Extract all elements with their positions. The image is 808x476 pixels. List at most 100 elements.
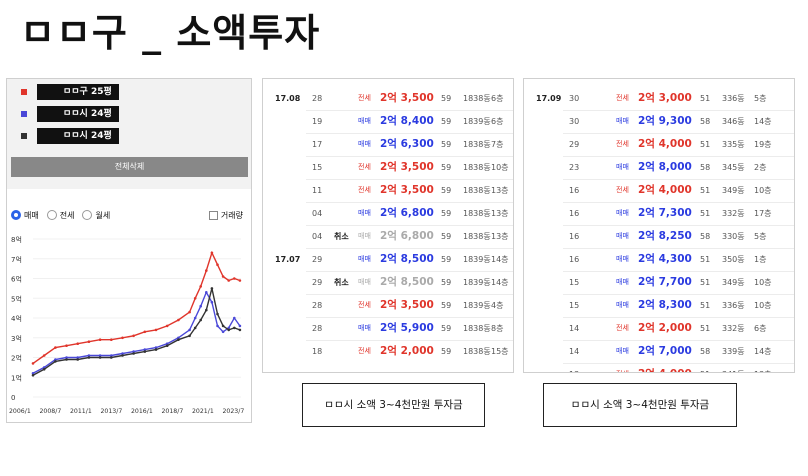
table-row[interactable]: 29 전세 2억 4,000 51 335동 19층 xyxy=(524,133,794,156)
row-divider xyxy=(306,110,513,111)
building-cell: 349동 xyxy=(722,278,745,287)
area-cell: 59 xyxy=(441,232,452,241)
floor-cell: 10층 xyxy=(754,278,772,287)
floor-cell: 15층 xyxy=(491,347,509,356)
table-row[interactable]: 18 전세 2억 2,000 59 1838동 15층 xyxy=(263,340,513,363)
floor-cell: 10층 xyxy=(491,163,509,172)
row-divider xyxy=(563,179,794,180)
deal-type-cell: 전세 xyxy=(358,163,371,171)
data-point xyxy=(31,362,35,365)
day-cell: 18 xyxy=(312,347,323,356)
area-cell: 58 xyxy=(700,163,711,172)
row-divider xyxy=(563,248,794,249)
data-point xyxy=(199,304,202,308)
table-row[interactable]: 30 매매 2억 9,300 58 346동 14층 xyxy=(524,110,794,133)
data-point xyxy=(31,372,35,375)
table-row[interactable]: 13 전세 2억 4,000 51 341동 13층 xyxy=(524,363,794,372)
data-point xyxy=(110,356,113,359)
area-cell: 59 xyxy=(441,94,452,103)
data-point xyxy=(238,328,242,332)
floor-cell: 17층 xyxy=(754,209,772,218)
data-point xyxy=(177,318,180,322)
radio-jeonse[interactable]: 전세 xyxy=(46,210,74,221)
data-point xyxy=(199,318,202,322)
table-row[interactable]: 04 매매 2억 6,800 59 1838동 13층 xyxy=(263,202,513,225)
legend-item-1[interactable]: ㅁㅁ구 25평 xyxy=(21,83,119,101)
transaction-table-1: 17.08 28 전세 2억 3,500 59 1838동 6층 19 매매 2억 8,400 59… xyxy=(262,78,514,373)
floor-cell: 14층 xyxy=(491,255,509,264)
data-point xyxy=(205,308,208,312)
price-cell: 2억 8,500 xyxy=(380,253,434,265)
table-row[interactable]: 15 매매 2억 7,700 51 349동 10층 xyxy=(524,271,794,294)
transaction-table-2: 17.09 30 전세 2억 3,000 51 336동 5층 30 매매 2억 9,300 58 3… xyxy=(523,78,795,373)
table-row[interactable]: 28 매매 2억 5,900 59 1838동 8층 xyxy=(263,317,513,340)
price-cell: 2억 4,000 xyxy=(638,363,692,372)
data-point xyxy=(76,342,79,345)
floor-cell: 10층 xyxy=(754,186,772,195)
data-point xyxy=(199,285,202,288)
y-tick-label: 5억 xyxy=(11,295,22,303)
day-cell: 04 xyxy=(312,232,323,241)
data-point xyxy=(188,310,191,314)
table-row[interactable]: 17 매매 2억 6,300 59 1838동 7층 xyxy=(263,133,513,156)
day-cell: 16 xyxy=(569,209,580,218)
radio-monthly[interactable]: 월세 xyxy=(82,210,110,221)
price-cell: 2억 8,400 xyxy=(380,115,434,127)
y-tick-label: 3억 xyxy=(11,335,22,343)
table-row[interactable]: 16 매매 2억 7,300 51 332동 17층 xyxy=(524,202,794,225)
data-point xyxy=(193,297,197,300)
data-point xyxy=(76,356,79,359)
row-divider xyxy=(563,317,794,318)
table-row[interactable]: 16 매매 2억 8,250 58 330동 5층 xyxy=(524,225,794,248)
table-row[interactable]: 17.07 29 매매 2억 8,500 59 1839동 14층 xyxy=(263,248,513,271)
table-row[interactable]: 16 전세 2억 4,000 51 349동 10층 xyxy=(524,179,794,202)
volume-checkbox[interactable]: 거래량 xyxy=(208,210,243,221)
month-cell: 17.09 xyxy=(536,94,562,103)
month-cell: 17.08 xyxy=(275,94,301,103)
legend-label-1: ㅁㅁ구 25평 xyxy=(37,84,119,100)
day-cell: 14 xyxy=(569,347,580,356)
table-row[interactable]: 23 매매 2억 8,000 58 345동 2층 xyxy=(524,156,794,179)
data-point xyxy=(233,316,236,320)
data-point xyxy=(227,326,230,330)
table-row[interactable]: 28 전세 2억 3,500 59 1839동 4층 xyxy=(263,294,513,317)
data-point xyxy=(65,356,68,359)
day-cell: 14 xyxy=(569,324,580,333)
row-divider xyxy=(306,156,513,157)
table-row[interactable]: 04 취소 매매 2억 6,800 59 1838동 13층 xyxy=(263,225,513,248)
data-point xyxy=(188,334,191,338)
area-cell: 59 xyxy=(441,301,452,310)
table-row[interactable]: 15 전세 2억 3,500 59 1838동 10층 xyxy=(263,156,513,179)
floor-cell: 6층 xyxy=(754,324,767,333)
series-line-3 xyxy=(32,288,241,376)
day-cell: 15 xyxy=(312,163,323,172)
table-row[interactable]: 11 전세 2억 3,500 59 1838동 13층 xyxy=(263,179,513,202)
table-row[interactable]: 15 매매 2억 8,300 51 336동 10층 xyxy=(524,294,794,317)
table-row[interactable]: 29 취소 매매 2억 8,500 59 1839동 14층 xyxy=(263,271,513,294)
table-row[interactable]: 17.08 28 전세 2억 3,500 59 1838동 6층 xyxy=(263,87,513,110)
day-cell: 04 xyxy=(312,209,323,218)
legend-item-2[interactable]: ㅁㅁ시 24평 xyxy=(21,105,119,123)
data-point xyxy=(193,326,197,330)
x-tick-label: 2008/7 xyxy=(40,408,62,415)
table-row[interactable]: 14 매매 2억 7,000 58 339동 14층 xyxy=(524,340,794,363)
table-row[interactable]: 17.09 30 전세 2억 3,000 51 336동 5층 xyxy=(524,87,794,110)
price-cell: 2억 3,500 xyxy=(380,161,434,173)
area-cell: 59 xyxy=(441,209,452,218)
legend-label-2: ㅁㅁ시 24평 xyxy=(37,106,119,122)
floor-cell: 13층 xyxy=(754,363,772,372)
table-row[interactable]: 16 매매 2억 4,300 51 350동 1층 xyxy=(524,248,794,271)
area-cell: 59 xyxy=(441,117,452,126)
legend-item-3[interactable]: ㅁㅁ시 24평 xyxy=(21,127,119,145)
data-point xyxy=(110,338,113,341)
price-cell: 2억 6,800 xyxy=(380,230,434,242)
radio-sale[interactable]: 매매 xyxy=(11,210,39,221)
table-row[interactable]: 19 매매 2억 8,400 59 1839동 6층 xyxy=(263,110,513,133)
building-cell: 336동 xyxy=(722,94,745,103)
area-cell: 51 xyxy=(700,363,710,372)
table-row[interactable]: 14 전세 2억 2,000 51 332동 6층 xyxy=(524,317,794,340)
price-cell: 2억 7,700 xyxy=(638,276,692,288)
row-divider xyxy=(563,340,794,341)
deal-type-cell: 매매 xyxy=(358,140,371,148)
clear-all-button[interactable]: 전체삭제 xyxy=(11,157,248,177)
